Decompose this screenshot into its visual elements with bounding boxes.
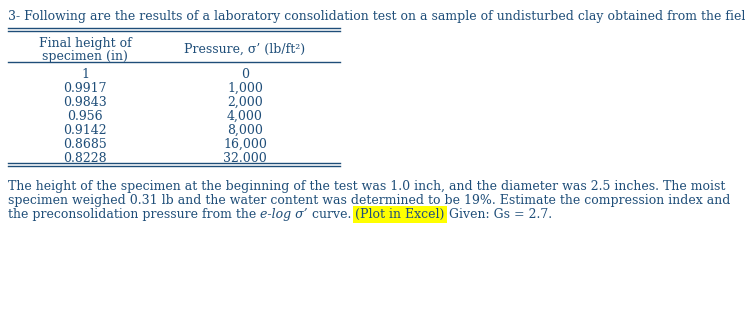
Text: the preconsolidation pressure from the: the preconsolidation pressure from the	[8, 208, 260, 221]
Text: Final height of: Final height of	[39, 37, 131, 50]
Text: specimen weighed 0.31 lb and the water content was determined to be 19%. Estimat: specimen weighed 0.31 lb and the water c…	[8, 194, 730, 207]
Text: 0.9843: 0.9843	[63, 96, 107, 109]
Text: 4,000: 4,000	[227, 110, 263, 123]
Text: 0: 0	[241, 68, 249, 81]
Text: 1,000: 1,000	[227, 82, 263, 95]
Text: 8,000: 8,000	[227, 124, 263, 137]
Text: (Plot in Excel): (Plot in Excel)	[355, 208, 445, 221]
Text: Pressure, σ’ (lb/ft²): Pressure, σ’ (lb/ft²)	[185, 43, 305, 56]
Text: 0.9917: 0.9917	[63, 82, 107, 95]
Text: The height of the specimen at the beginning of the test was 1.0 inch, and the di: The height of the specimen at the beginn…	[8, 180, 726, 193]
Text: curve.: curve.	[308, 208, 355, 221]
Text: 16,000: 16,000	[223, 138, 267, 151]
Text: 0.8228: 0.8228	[63, 152, 107, 165]
Text: e-log σ’: e-log σ’	[260, 208, 308, 221]
Text: 0.956: 0.956	[67, 110, 103, 123]
Text: 0.9142: 0.9142	[63, 124, 107, 137]
Text: 32.000: 32.000	[223, 152, 267, 165]
Text: 0.8685: 0.8685	[63, 138, 107, 151]
Text: 2,000: 2,000	[227, 96, 263, 109]
Text: 3- Following are the results of a laboratory consolidation test on a sample of u: 3- Following are the results of a labora…	[8, 10, 745, 23]
Text: specimen (in): specimen (in)	[42, 50, 128, 63]
Text: 1: 1	[81, 68, 89, 81]
Text: Given: Gs = 2.7.: Given: Gs = 2.7.	[445, 208, 552, 221]
